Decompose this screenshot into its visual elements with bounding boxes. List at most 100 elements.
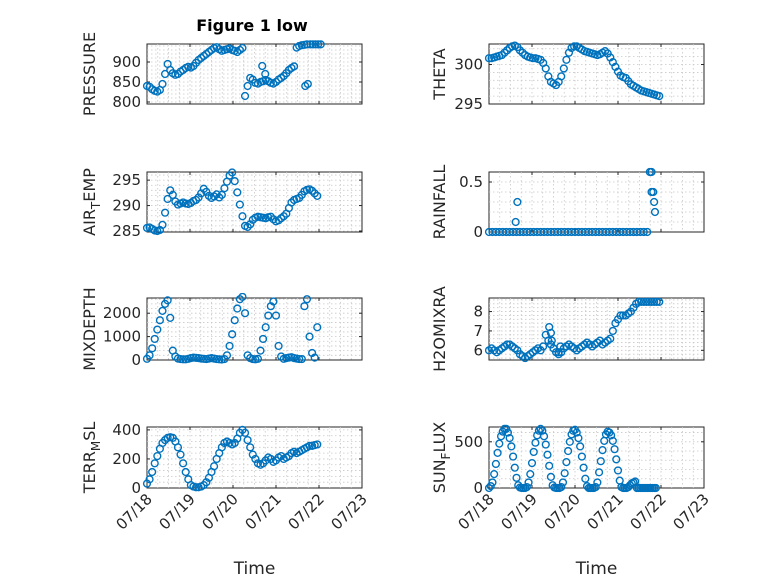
data-point	[528, 54, 537, 63]
y-axis-label: SUNFLUX	[430, 422, 453, 494]
subplot-rainfall: 0 0.5 RAINFALL	[430, 165, 705, 241]
data-point	[158, 79, 167, 89]
data-point	[619, 311, 628, 320]
data-point	[637, 297, 646, 306]
data-point	[507, 442, 516, 451]
data-point	[173, 69, 183, 79]
data-point	[505, 433, 514, 443]
data-point	[258, 61, 267, 71]
data-point	[607, 431, 616, 440]
data-point	[316, 40, 325, 49]
data-point	[560, 469, 569, 478]
figure-title: Figure 1 low	[196, 16, 308, 35]
data-point	[306, 40, 315, 49]
data-point	[547, 336, 556, 345]
data-point	[541, 440, 550, 449]
data-point	[510, 463, 519, 472]
data-point	[495, 439, 504, 448]
data-point	[142, 479, 152, 488]
data-point	[493, 448, 502, 457]
data-point	[191, 195, 201, 205]
data-point	[305, 441, 314, 450]
x-tick-label: 07/21	[584, 490, 627, 533]
axes-box	[146, 297, 363, 361]
data-point	[248, 450, 257, 459]
data-point	[647, 167, 656, 177]
data-point	[313, 323, 322, 332]
y-tick-label: 8	[473, 303, 483, 321]
data-point	[534, 426, 543, 435]
data-point	[148, 344, 157, 353]
data-point	[202, 187, 211, 196]
data-point	[606, 334, 615, 343]
y-tick-label: 400	[112, 421, 141, 439]
data-point	[593, 478, 602, 487]
data-point	[217, 190, 226, 199]
data-point	[202, 478, 211, 487]
y-tick-label: 0	[473, 479, 483, 497]
data-point	[488, 478, 497, 487]
data-point	[313, 440, 322, 449]
data-point	[153, 451, 162, 461]
data-point	[225, 341, 234, 351]
data-point	[545, 461, 554, 470]
data-point	[155, 316, 165, 325]
data-point	[496, 432, 506, 441]
data-point	[181, 467, 190, 477]
y-tick-label: 500	[454, 433, 483, 451]
data-point	[179, 459, 188, 468]
data-point	[160, 208, 170, 217]
data-point	[313, 191, 322, 200]
data-point	[160, 69, 170, 79]
data-point	[145, 351, 154, 360]
data-point	[570, 42, 579, 51]
data-point	[145, 475, 154, 484]
y-tick-label: 850	[112, 73, 141, 91]
y-tick-label: 800	[112, 93, 141, 111]
data-point	[513, 197, 522, 207]
data-point	[512, 473, 521, 482]
data-point	[228, 168, 237, 177]
y-tick-label: 1000	[103, 328, 141, 346]
y-axis-label: MIXDEPTH	[80, 287, 99, 370]
data-point	[235, 200, 244, 209]
data-point	[191, 483, 201, 492]
data-point	[308, 186, 317, 195]
x-tick-label: 07/22	[627, 490, 670, 533]
data-point	[261, 323, 270, 332]
data-point	[246, 443, 255, 452]
data-point	[531, 438, 540, 447]
data-point	[650, 197, 659, 207]
y-tick-label: 300	[454, 56, 483, 74]
data-point	[596, 457, 605, 466]
data-point	[538, 426, 547, 435]
data-point	[598, 446, 607, 455]
data-point	[608, 436, 617, 445]
data-point	[220, 184, 229, 193]
series-markers	[484, 41, 664, 101]
data-point	[158, 220, 167, 229]
y-tick-label: 0	[131, 351, 141, 369]
data-point	[209, 462, 219, 471]
data-point	[581, 474, 590, 483]
data-point	[503, 428, 513, 437]
data-point	[557, 482, 566, 492]
data-point	[647, 297, 656, 306]
x-tick-label: 07/19	[498, 490, 541, 533]
data-point	[230, 316, 239, 325]
data-point	[639, 227, 648, 237]
data-point	[150, 334, 159, 344]
y-tick-label: 7	[473, 322, 483, 340]
data-point	[148, 467, 157, 477]
data-point	[562, 55, 571, 64]
data-point	[238, 43, 247, 53]
data-point	[253, 354, 263, 363]
data-point	[577, 452, 586, 461]
data-point	[559, 64, 568, 73]
y-axis-label: PRESSURE	[80, 32, 99, 116]
x-tick-label: 07/20	[541, 490, 584, 533]
data-point	[311, 40, 320, 49]
data-point	[546, 328, 556, 337]
